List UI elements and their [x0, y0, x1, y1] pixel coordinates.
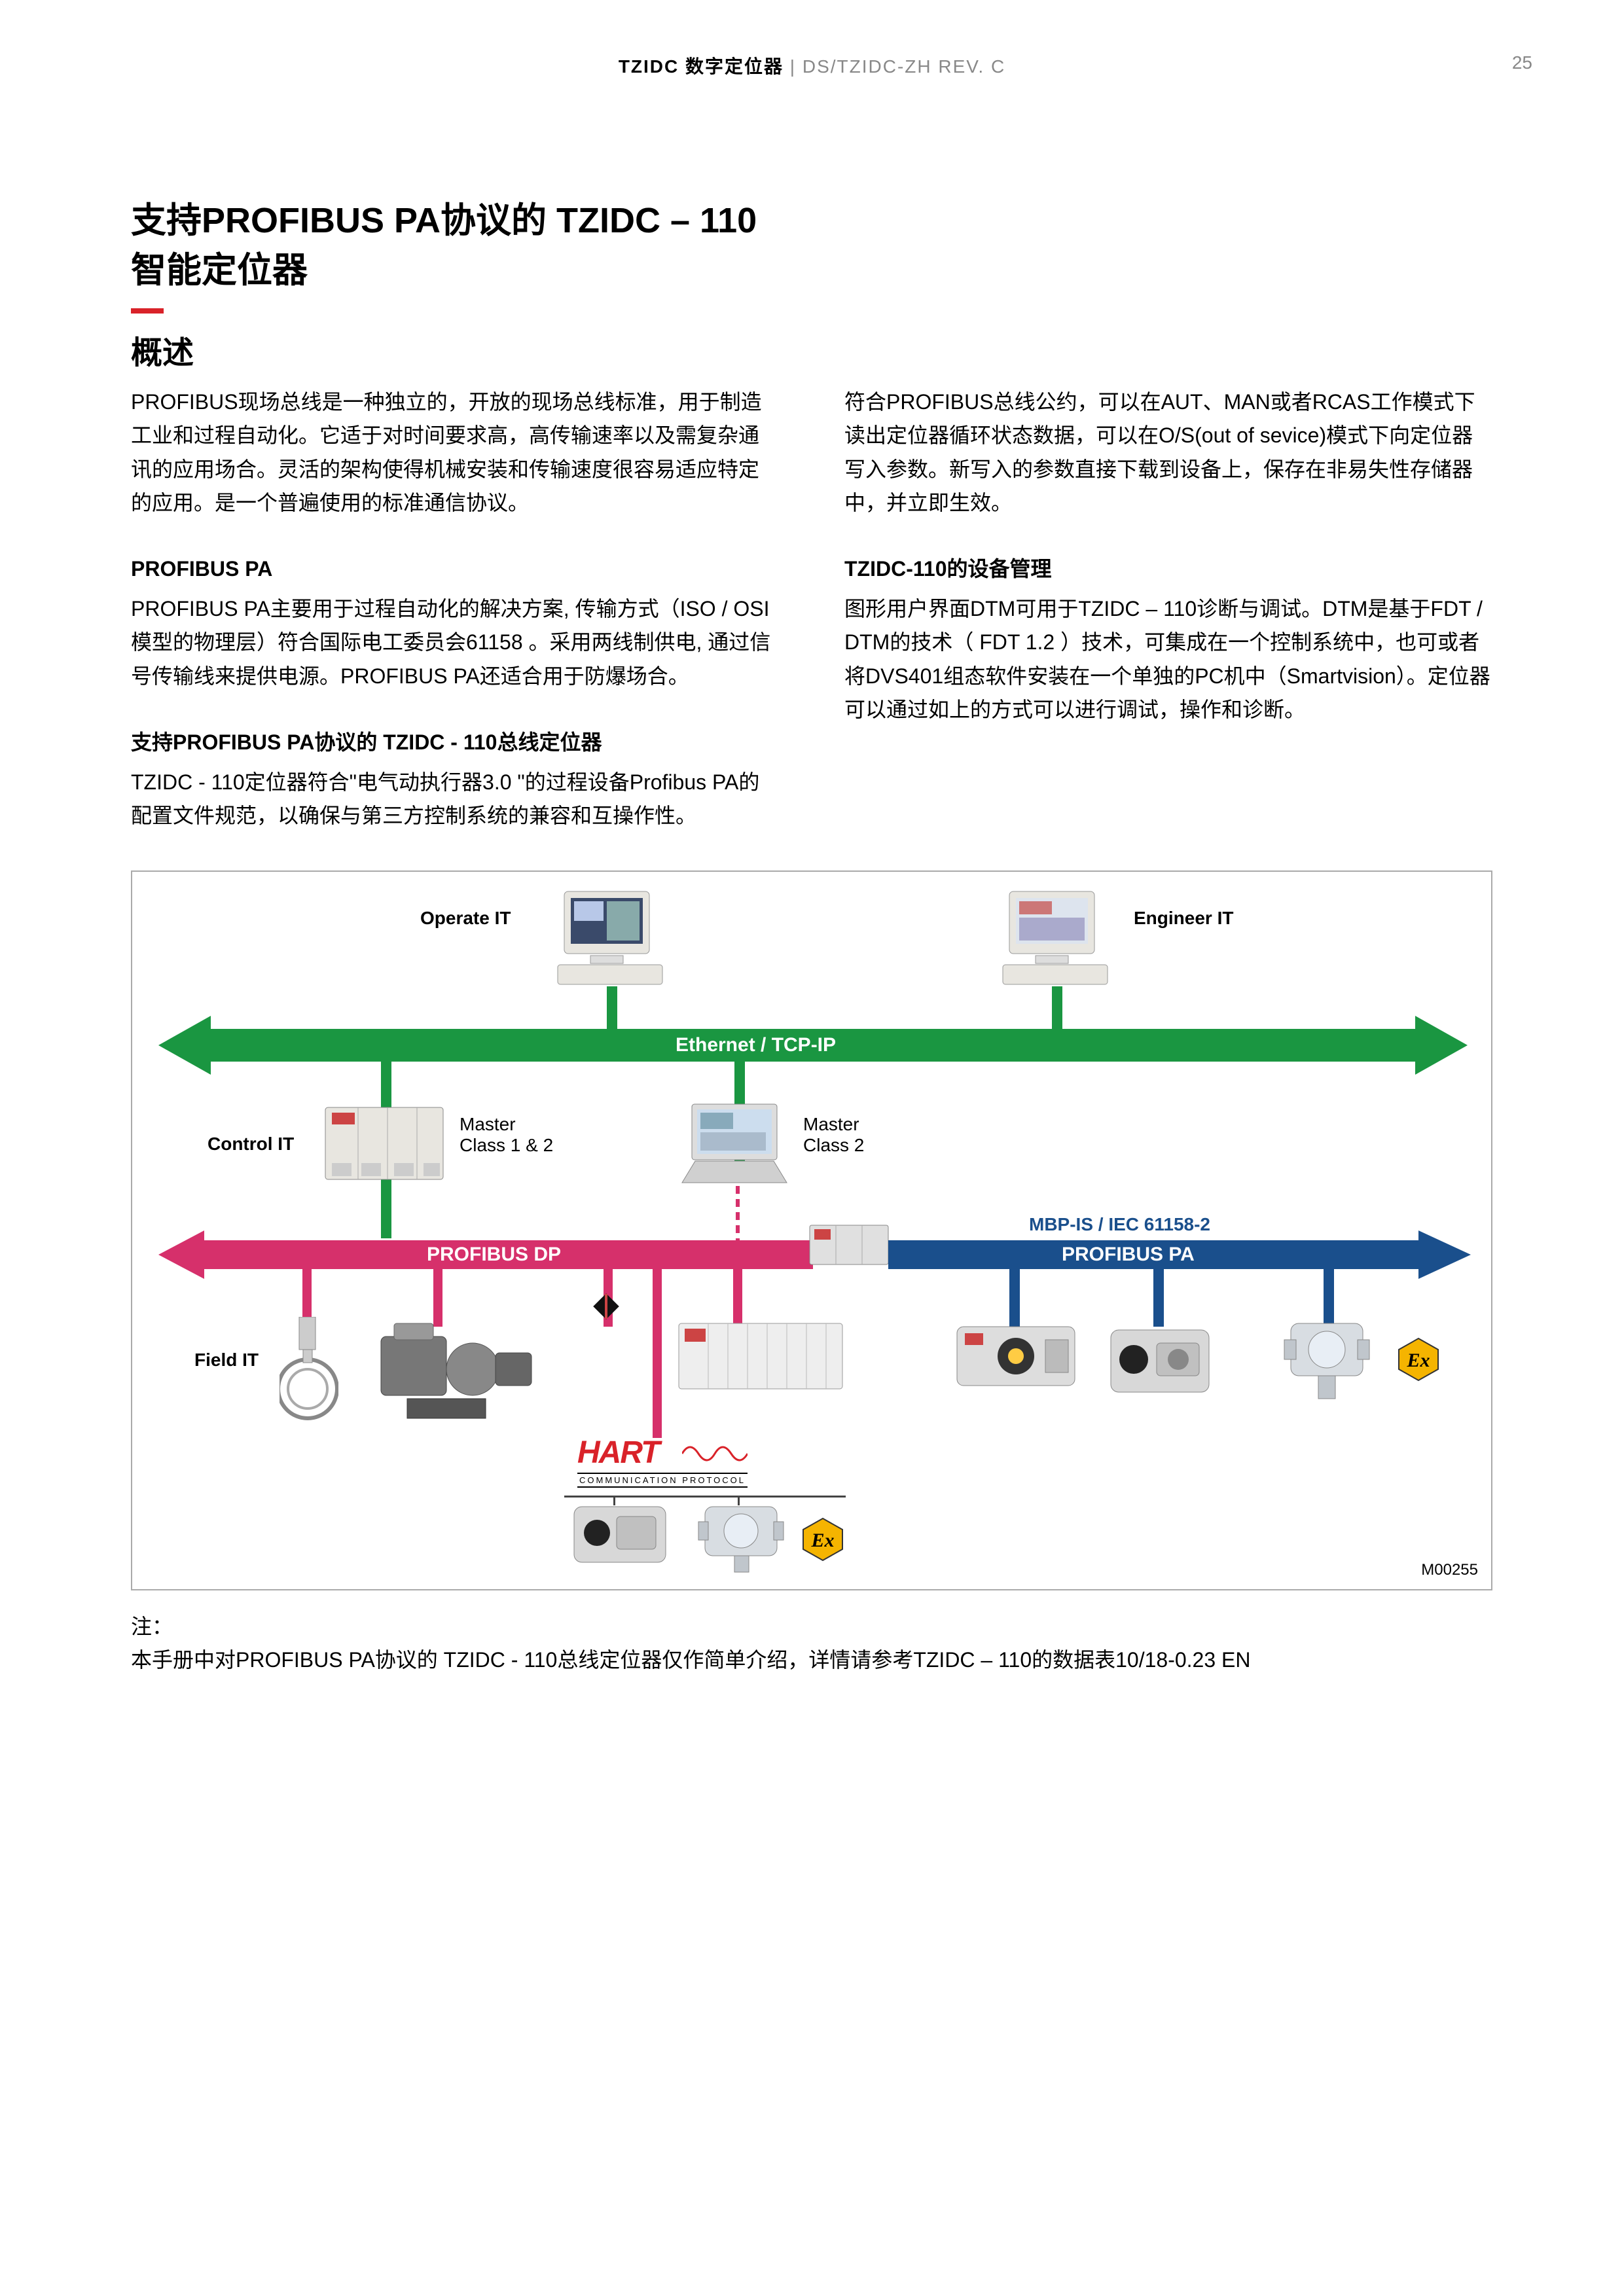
network-diagram: Operate IT Engineer IT Ethernet / TCP-IP… — [131, 870, 1492, 1590]
field-it-label: Field IT — [194, 1350, 259, 1371]
page-header: TZIDC 数字定位器 | DS/TZIDC-ZH REV. C — [0, 52, 1624, 79]
operate-it-monitor-icon — [551, 885, 669, 990]
master12-label: Master Class 1 & 2 — [460, 1114, 553, 1156]
ethernet-label: Ethernet / TCP-IP — [676, 1034, 836, 1056]
linking-coupler-icon — [806, 1219, 892, 1271]
left-p3: TZIDC - 110定位器符合"电气动执行器3.0 "的过程设备Profibu… — [131, 766, 779, 833]
hart-logo: HART — [577, 1435, 659, 1471]
hart-wave-icon — [682, 1439, 748, 1469]
svg-text:Ex: Ex — [810, 1530, 834, 1551]
hart-drop-b — [738, 1496, 740, 1505]
left-h3: 支持PROFIBUS PA协议的 TZIDC - 110总线定位器 — [131, 726, 779, 759]
hart-bus-line — [564, 1496, 846, 1498]
page-number: 25 — [1512, 52, 1532, 73]
figure-id: M00255 — [1421, 1561, 1478, 1579]
header-light: DS/TZIDC-ZH REV. C — [803, 56, 1005, 77]
dp-node-icon — [590, 1291, 623, 1323]
right-p1: 符合PROFIBUS总线公约，可以在AUT、MAN或者RCAS工作模式下读出定位… — [844, 386, 1492, 520]
note-label: 注： — [131, 1610, 1251, 1643]
pa-positioner-2-icon — [1101, 1317, 1219, 1408]
main-content: 支持PROFIBUS PA协议的 TZIDC – 110 智能定位器 概述 PR… — [131, 196, 1492, 833]
hart-drop-a — [613, 1496, 615, 1505]
left-p2: PROFIBUS PA主要用于过程自动化的解决方案, 传输方式（ISO / OS… — [131, 592, 779, 693]
pa-transmitter-icon — [1271, 1310, 1382, 1408]
flowmeter-icon — [280, 1317, 338, 1435]
remote-io-icon — [676, 1317, 846, 1402]
overview-heading: 概述 — [131, 327, 1492, 372]
operate-it-label: Operate IT — [420, 908, 511, 929]
pa-positioner-1-icon — [950, 1317, 1081, 1402]
red-accent-bar — [131, 308, 164, 314]
master2-laptop-icon — [676, 1101, 793, 1186]
note-text: 本手册中对PROFIBUS PA协议的 TZIDC - 110总线定位器仅作简单… — [131, 1643, 1251, 1677]
left-h2: PROFIBUS PA — [131, 552, 779, 586]
engineer-it-label: Engineer IT — [1134, 908, 1233, 929]
page-title: 支持PROFIBUS PA协议的 TZIDC – 110 智能定位器 — [131, 196, 1492, 295]
ex-badge-2-icon: Ex — [800, 1516, 846, 1562]
svg-text:Ex: Ex — [1406, 1350, 1430, 1371]
pink-drop-4 — [653, 1268, 662, 1438]
right-p2: 图形用户界面DTM可用于TZIDC – 110诊断与调试。DTM是基于FDT /… — [844, 592, 1492, 726]
profibus-pa-label: PROFIBUS PA — [1062, 1244, 1195, 1266]
actuator-icon — [368, 1317, 538, 1435]
master2-label: Master Class 2 — [803, 1114, 864, 1156]
ex-badge-icon: Ex — [1396, 1336, 1441, 1382]
control-it-label: Control IT — [208, 1134, 294, 1155]
right-column: 符合PROFIBUS总线公约，可以在AUT、MAN或者RCAS工作模式下读出定位… — [844, 386, 1492, 833]
hart-positioner-icon — [564, 1497, 676, 1575]
two-column-layout: PROFIBUS现场总线是一种独立的，开放的现场总线标准，用于制造工业和过程自动… — [131, 386, 1492, 833]
title-line2: 智能定位器 — [131, 246, 1492, 296]
header-bold: TZIDC 数字定位器 — [619, 56, 784, 77]
control-it-device-icon — [319, 1101, 450, 1193]
header-sep: | — [784, 56, 803, 77]
hart-sublabel: COMMUNICATION PROTOCOL — [577, 1473, 748, 1488]
hart-transmitter-icon — [689, 1497, 793, 1575]
engineer-it-monitor-icon — [996, 885, 1114, 990]
footnote: 注： 本手册中对PROFIBUS PA协议的 TZIDC - 110总线定位器仅… — [131, 1610, 1251, 1677]
right-h2: TZIDC-110的设备管理 — [844, 552, 1492, 586]
left-column: PROFIBUS现场总线是一种独立的，开放的现场总线标准，用于制造工业和过程自动… — [131, 386, 779, 833]
left-p1: PROFIBUS现场总线是一种独立的，开放的现场总线标准，用于制造工业和过程自动… — [131, 386, 779, 520]
title-line1: 支持PROFIBUS PA协议的 TZIDC – 110 — [131, 196, 1492, 246]
profibus-dp-label: PROFIBUS DP — [427, 1244, 561, 1266]
